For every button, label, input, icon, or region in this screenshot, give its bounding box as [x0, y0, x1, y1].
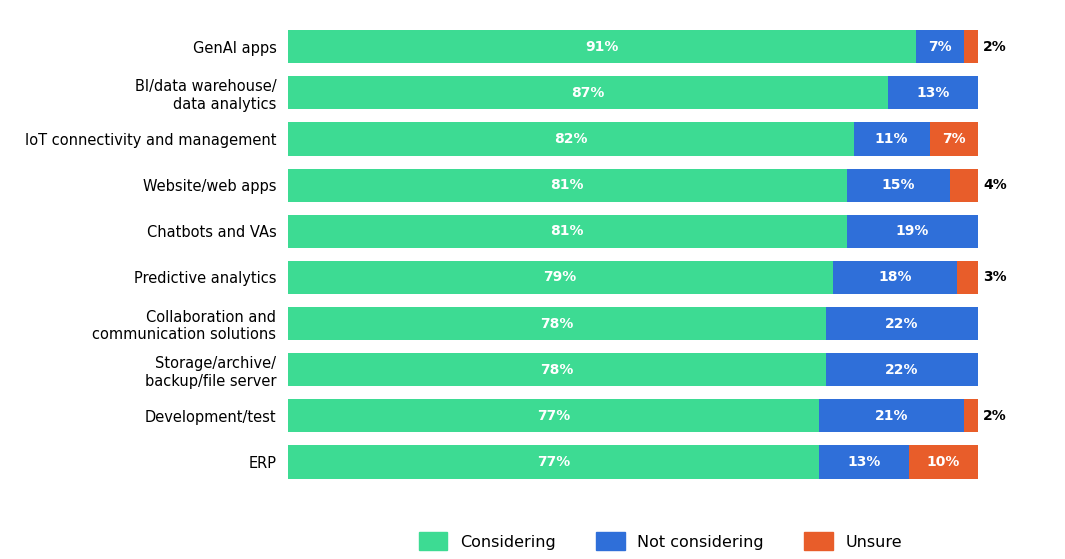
Bar: [819, 399, 964, 433]
Text: 2%: 2%: [983, 409, 1007, 423]
Text: 13%: 13%: [916, 86, 950, 100]
Text: 81%: 81%: [551, 224, 584, 238]
Bar: [888, 76, 978, 110]
Text: 18%: 18%: [879, 271, 912, 285]
Bar: [288, 353, 826, 386]
Text: 79%: 79%: [543, 271, 577, 285]
Bar: [853, 122, 930, 155]
Bar: [288, 307, 826, 340]
Bar: [288, 399, 819, 433]
Text: 78%: 78%: [540, 316, 573, 330]
Bar: [819, 446, 908, 479]
Text: 82%: 82%: [554, 132, 587, 146]
Text: 78%: 78%: [540, 363, 573, 377]
Bar: [930, 122, 978, 155]
Text: 21%: 21%: [874, 409, 908, 423]
Bar: [847, 169, 950, 202]
Text: 77%: 77%: [537, 455, 570, 469]
Text: 7%: 7%: [941, 132, 966, 146]
Bar: [288, 122, 853, 155]
Bar: [964, 30, 978, 63]
Bar: [916, 30, 964, 63]
Text: 7%: 7%: [928, 40, 952, 54]
Bar: [288, 30, 916, 63]
Text: 2%: 2%: [983, 40, 1007, 54]
Bar: [950, 169, 978, 202]
Text: 19%: 19%: [896, 224, 929, 238]
Bar: [847, 215, 978, 248]
Text: 81%: 81%: [551, 178, 584, 192]
Bar: [964, 399, 978, 433]
Bar: [826, 307, 978, 340]
Bar: [288, 446, 819, 479]
Bar: [288, 261, 833, 294]
Text: 4%: 4%: [983, 178, 1007, 192]
Bar: [908, 446, 978, 479]
Bar: [288, 76, 888, 110]
Text: 10%: 10%: [927, 455, 960, 469]
Text: 91%: 91%: [585, 40, 619, 54]
Bar: [957, 261, 978, 294]
Text: 3%: 3%: [983, 271, 1007, 285]
Text: 15%: 15%: [882, 178, 915, 192]
Bar: [833, 261, 957, 294]
Text: 22%: 22%: [885, 363, 919, 377]
Legend: Considering, Not considering, Unsure: Considering, Not considering, Unsure: [419, 532, 902, 551]
Bar: [288, 169, 847, 202]
Text: 11%: 11%: [874, 132, 908, 146]
Text: 22%: 22%: [885, 316, 919, 330]
Bar: [288, 215, 847, 248]
Text: 87%: 87%: [571, 86, 605, 100]
Text: 13%: 13%: [848, 455, 881, 469]
Text: 77%: 77%: [537, 409, 570, 423]
Bar: [826, 353, 978, 386]
